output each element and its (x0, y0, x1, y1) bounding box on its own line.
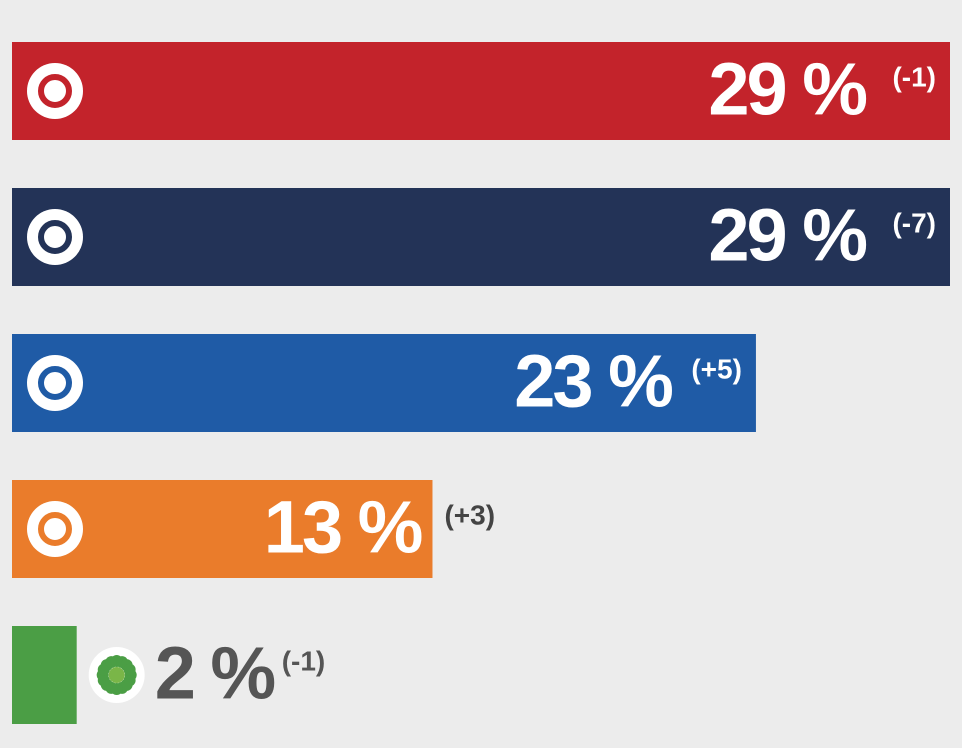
change-label: (+5) (691, 353, 742, 384)
change-label: (-1) (282, 645, 326, 676)
bar (12, 626, 77, 724)
logo-inner (38, 366, 72, 400)
change-label: (+3) (444, 499, 495, 530)
logo-petal (123, 663, 136, 676)
value-label: 29 % (708, 194, 866, 277)
value-label: 13 % (264, 486, 422, 569)
logo-inner (38, 512, 72, 546)
bar (12, 42, 950, 140)
bar (12, 188, 950, 286)
party-logo (27, 355, 83, 411)
logo-inner (38, 220, 72, 254)
change-label: (-7) (892, 207, 936, 238)
party-logo (27, 209, 83, 265)
logo-inner (38, 74, 72, 108)
party-logo (27, 501, 83, 557)
change-label: (-1) (892, 61, 936, 92)
value-label: 29 % (708, 48, 866, 131)
logo-center (108, 667, 125, 683)
value-label: 2 % (155, 632, 275, 715)
bar (12, 334, 756, 432)
value-label: 23 % (514, 340, 672, 423)
party-logo (27, 63, 83, 119)
